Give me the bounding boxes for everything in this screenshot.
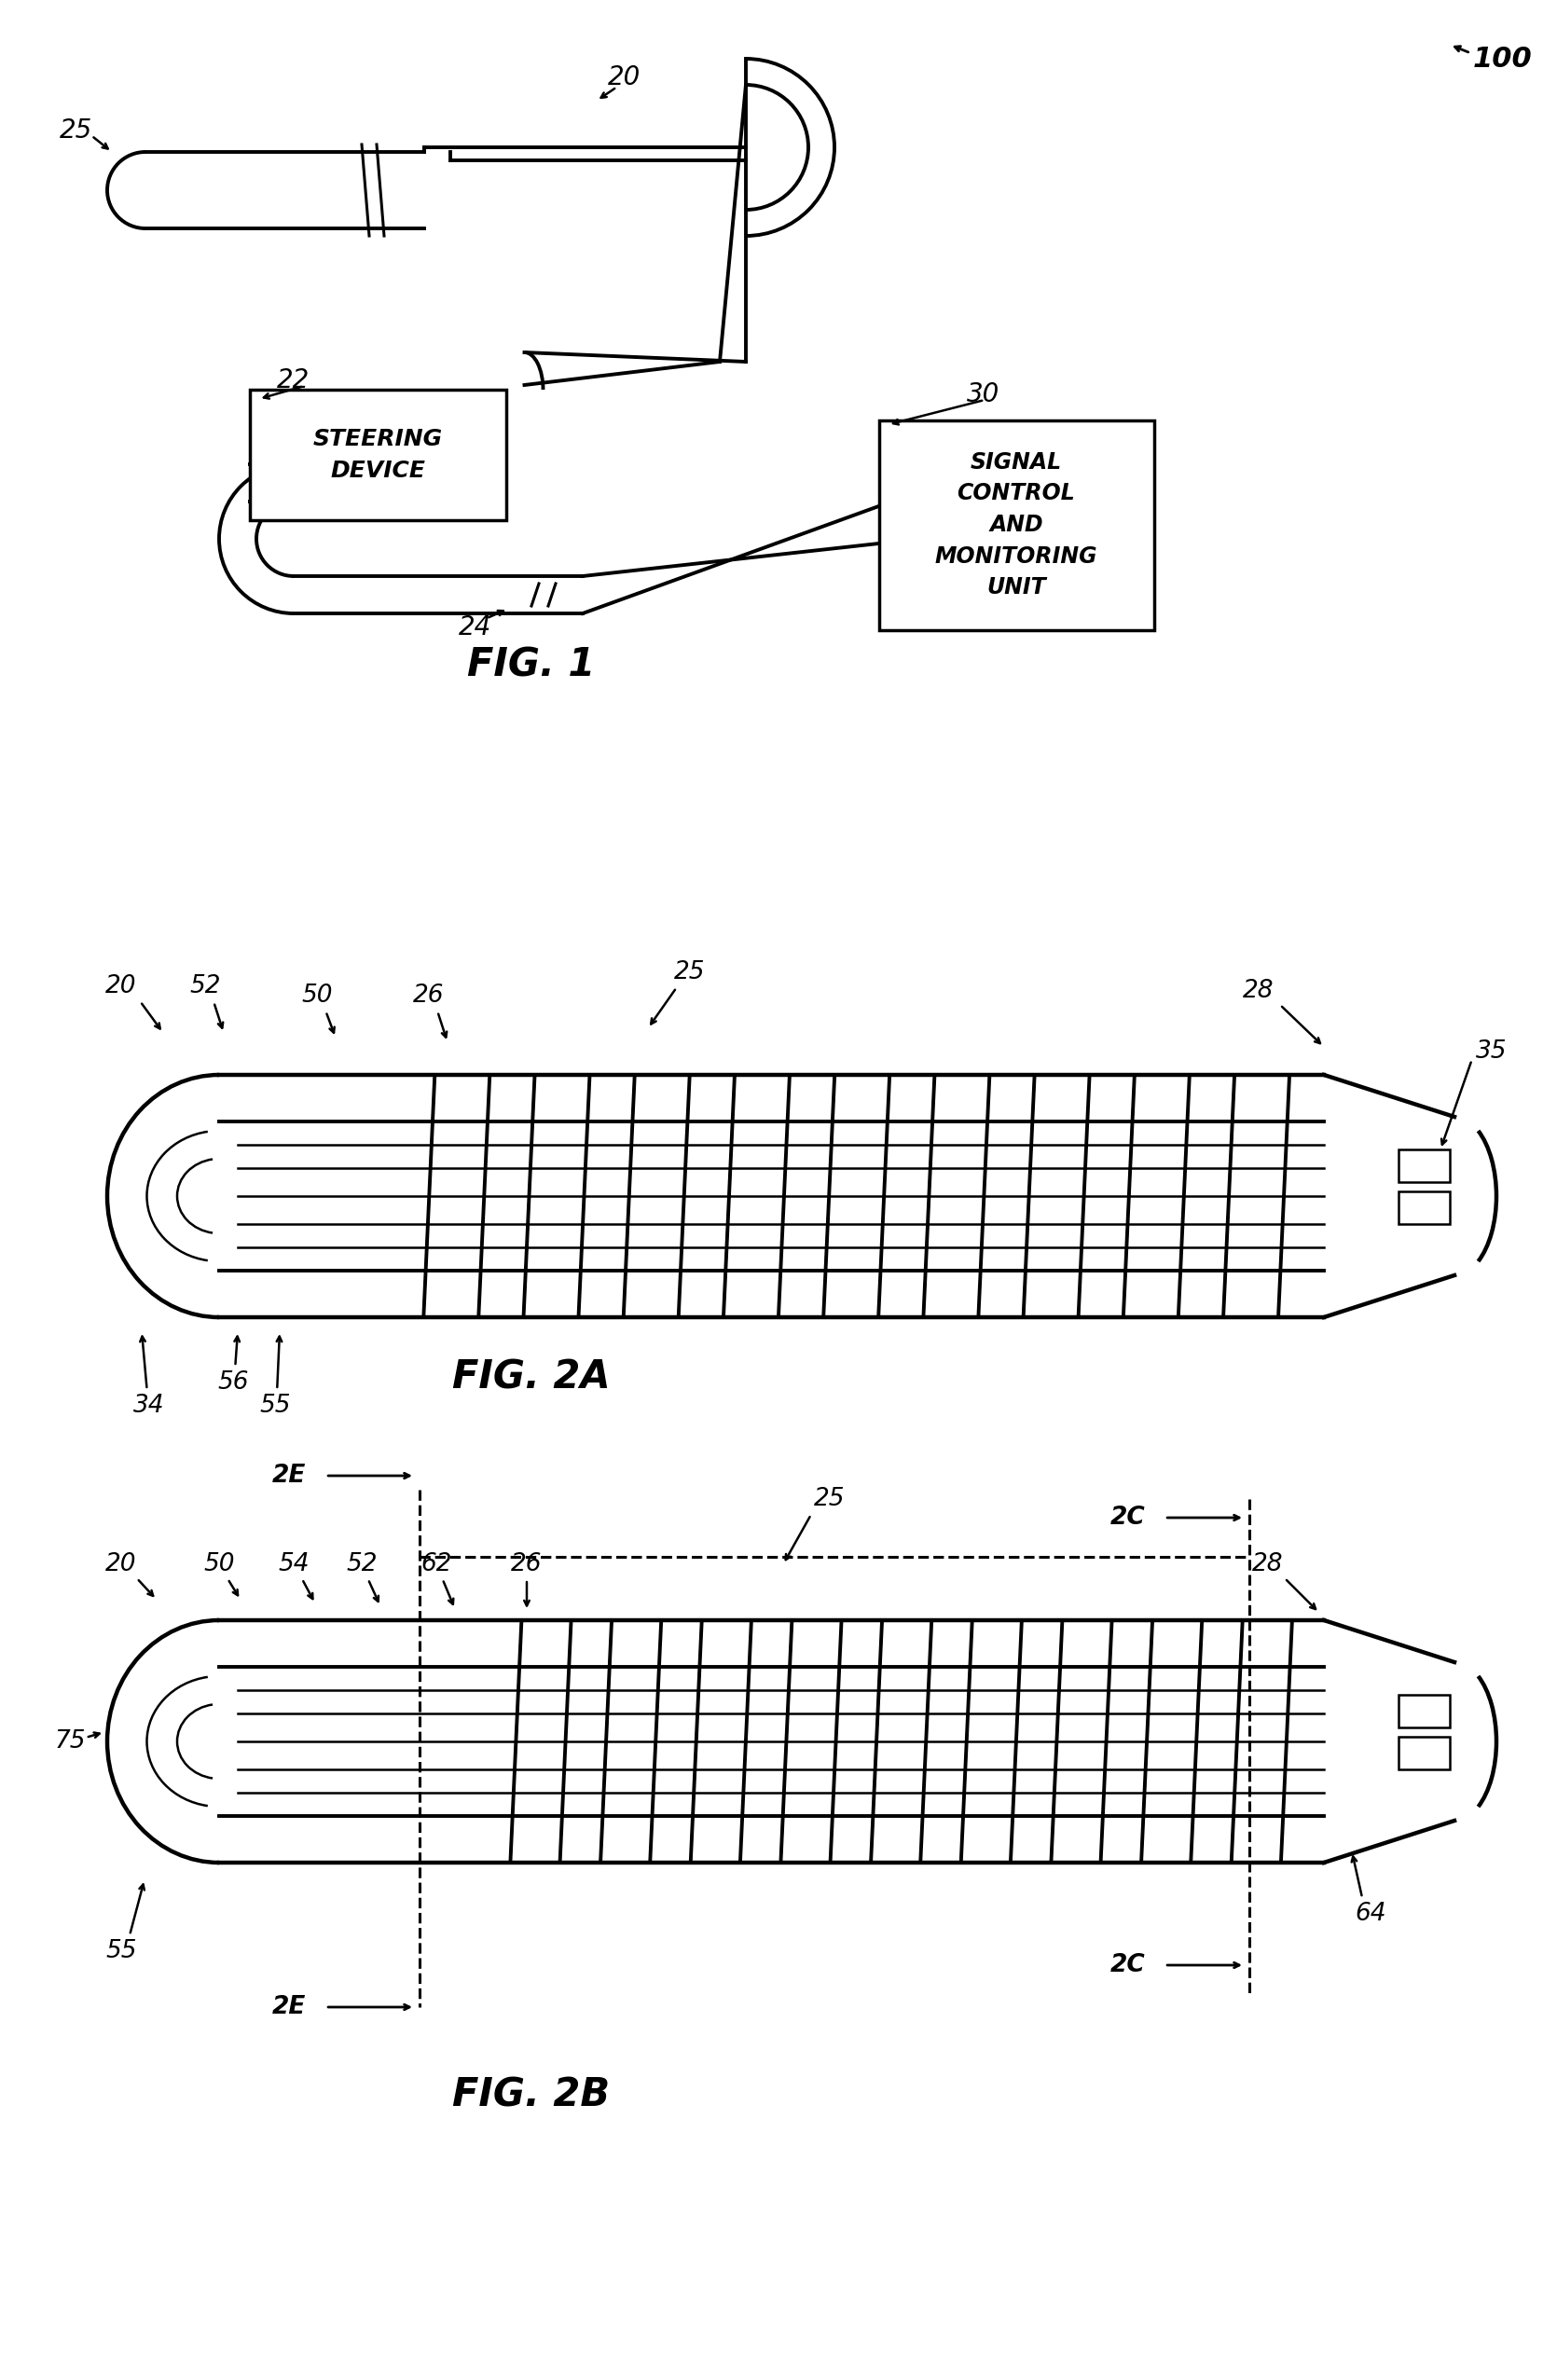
- Text: 55: 55: [260, 1395, 291, 1418]
- Text: 62: 62: [420, 1552, 452, 1576]
- Text: 100: 100: [1473, 45, 1532, 71]
- Text: 75: 75: [54, 1730, 86, 1754]
- Text: 28: 28: [1242, 978, 1274, 1002]
- Text: 2C: 2C: [1110, 1954, 1146, 1978]
- Text: 26: 26: [511, 1552, 542, 1576]
- Text: FIG. 2A: FIG. 2A: [453, 1359, 610, 1397]
- Text: 50: 50: [302, 983, 333, 1007]
- Text: 2E: 2E: [272, 1464, 307, 1488]
- Text: 64: 64: [1355, 1902, 1386, 1925]
- Text: 50: 50: [204, 1552, 235, 1576]
- Text: 52: 52: [190, 973, 221, 1000]
- Text: 20: 20: [609, 64, 641, 90]
- Text: SIGNAL
CONTROL
AND
MONITORING
UNIT: SIGNAL CONTROL AND MONITORING UNIT: [934, 452, 1098, 597]
- Text: 35: 35: [1476, 1040, 1507, 1064]
- Text: 54: 54: [279, 1552, 310, 1576]
- Text: 55: 55: [106, 1940, 137, 1964]
- Text: 34: 34: [134, 1395, 165, 1418]
- Text: 25: 25: [674, 959, 705, 985]
- FancyBboxPatch shape: [249, 390, 506, 521]
- Text: 28: 28: [1252, 1552, 1283, 1576]
- Bar: [1398, 1150, 1450, 1183]
- Text: 25: 25: [61, 117, 93, 143]
- Text: 25: 25: [814, 1488, 845, 1511]
- Text: 2C: 2C: [1110, 1507, 1146, 1530]
- Text: 26: 26: [413, 983, 444, 1007]
- Text: 20: 20: [106, 973, 137, 1000]
- Text: 52: 52: [346, 1552, 377, 1576]
- FancyBboxPatch shape: [878, 419, 1154, 631]
- Bar: [1398, 1192, 1450, 1223]
- Text: STEERING
DEVICE: STEERING DEVICE: [313, 428, 442, 481]
- Text: 2E: 2E: [272, 1994, 307, 2018]
- Text: 20: 20: [106, 1552, 137, 1576]
- Text: 22: 22: [277, 367, 310, 393]
- Bar: [1398, 1737, 1450, 1768]
- Text: 30: 30: [967, 381, 1000, 407]
- Text: 56: 56: [218, 1371, 249, 1395]
- Text: 24: 24: [459, 614, 492, 640]
- Bar: [1398, 1695, 1450, 1728]
- Text: FIG. 1: FIG. 1: [467, 645, 595, 685]
- Text: FIG. 2B: FIG. 2B: [453, 2075, 610, 2116]
